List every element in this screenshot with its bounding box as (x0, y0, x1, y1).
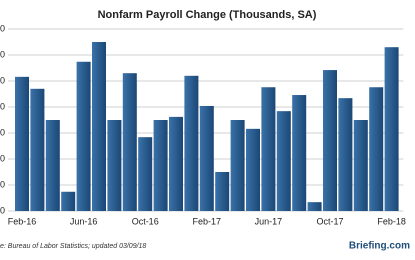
bar (353, 120, 368, 211)
x-tick-label: Jun-17 (255, 216, 283, 226)
y-tick-label: 350 (0, 23, 5, 33)
bar (138, 137, 153, 211)
y-tick-label: 150 (0, 127, 5, 137)
bar (323, 70, 337, 211)
y-tick-label: 100 (0, 153, 5, 163)
y-tick-label: 250 (0, 75, 5, 85)
bar (30, 88, 45, 211)
bar (384, 47, 399, 212)
y-tick-label: 300 (0, 49, 5, 59)
bar (199, 105, 214, 211)
y-tick-label: 200 (0, 101, 5, 111)
bar (15, 76, 29, 211)
x-tick-label: Feb-18 (377, 216, 406, 226)
logo: Briefing.com (349, 241, 410, 252)
bar (261, 87, 276, 211)
bar (61, 191, 76, 211)
bar (307, 202, 322, 211)
bar (230, 120, 245, 211)
bar (107, 120, 122, 211)
x-tick-label: Oct-16 (132, 216, 159, 226)
bar (246, 128, 260, 211)
bar (153, 120, 168, 211)
bar (276, 111, 291, 211)
x-tick-label: Jun-16 (70, 216, 98, 226)
y-tick-label: 50 (0, 179, 5, 189)
bar (292, 95, 307, 211)
bar (215, 172, 230, 211)
chart-title: Nonfarm Payroll Change (Thousands, SA) (98, 9, 317, 21)
bar (338, 98, 353, 211)
bar (369, 87, 384, 211)
x-tick-label: Feb-17 (193, 216, 222, 226)
y-tick-label: 0 (0, 205, 5, 215)
bar (122, 73, 137, 211)
bar (76, 61, 91, 212)
source-note: e: Bureau of Labor Statistics; updated 0… (0, 243, 146, 250)
bar (45, 120, 60, 211)
bar (184, 75, 199, 211)
x-tick-label: Feb-16 (8, 216, 37, 226)
x-tick-label: Oct-17 (316, 216, 343, 226)
bar (92, 42, 106, 211)
bar (169, 116, 183, 211)
